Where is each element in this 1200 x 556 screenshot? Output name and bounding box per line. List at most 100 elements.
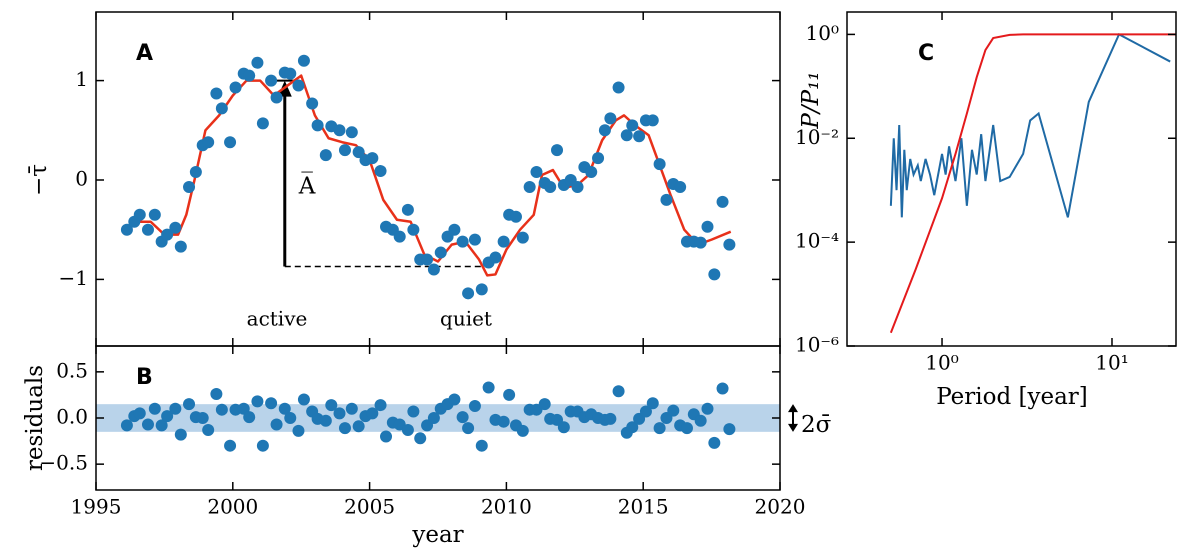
data-point [646, 397, 659, 410]
data-point [256, 117, 269, 130]
y-tick-label: 10⁻⁴ [795, 229, 839, 253]
data-point [421, 253, 434, 266]
data-point [284, 412, 297, 424]
data-point [169, 221, 182, 234]
data-point [407, 405, 420, 418]
data-point [633, 130, 646, 143]
data-point [210, 87, 223, 100]
data-point [716, 195, 729, 208]
data-point [639, 405, 652, 418]
x-axis-label: year [411, 522, 463, 548]
data-point [401, 424, 414, 436]
data-point [393, 230, 406, 243]
data-point [523, 180, 536, 193]
x-tick-label: 2010 [481, 495, 532, 519]
data-point [571, 180, 584, 193]
data-point [256, 439, 269, 452]
data-point [612, 81, 625, 94]
data-point [292, 79, 305, 92]
data-point [215, 102, 228, 115]
data-point [489, 251, 502, 264]
data-point [374, 165, 387, 178]
data-point [380, 430, 393, 443]
data-point [374, 399, 387, 412]
data-point [292, 424, 305, 437]
data-point [694, 414, 707, 427]
y-axis-label: residuals [22, 365, 48, 471]
data-point [251, 56, 264, 69]
data-point [169, 402, 182, 415]
panel-letter: A [136, 41, 153, 66]
data-point [338, 422, 351, 435]
data-point [352, 146, 365, 159]
data-point [345, 126, 358, 139]
data-point [482, 381, 495, 394]
data-point [509, 210, 522, 223]
data-point [653, 422, 666, 435]
data-point [215, 403, 228, 416]
annotation: active [247, 307, 308, 331]
data-point [174, 428, 187, 441]
data-point [497, 415, 510, 428]
data-point [141, 223, 154, 236]
data-point [319, 149, 332, 162]
data-point [366, 407, 379, 420]
data-point [462, 422, 475, 435]
data-point [202, 136, 215, 149]
data-point [468, 400, 481, 412]
x-tick-label: 1995 [71, 495, 122, 519]
y-tick-label: 0.0 [56, 405, 88, 429]
data-point [716, 382, 729, 395]
data-point [333, 407, 346, 420]
annotation: quiet [440, 307, 492, 331]
data-point [155, 419, 168, 432]
data-point [626, 421, 639, 434]
data-point [133, 407, 146, 420]
data-point [345, 402, 358, 415]
y-tick-label: −0.5 [39, 451, 88, 475]
data-point [161, 228, 174, 241]
axes-frame [95, 11, 781, 347]
sigma-label: 2σ̄ [801, 412, 832, 438]
data-point [183, 180, 196, 193]
y-tick-label: 10⁻⁶ [795, 333, 839, 357]
data-point [148, 402, 161, 415]
data-point [530, 166, 543, 179]
data-point [680, 422, 693, 435]
plot-area [96, 381, 780, 452]
y-axis-label: P/P₁₁ [798, 71, 824, 129]
data-point [462, 287, 475, 300]
data-point [723, 238, 736, 251]
x-tick-label: 2005 [344, 495, 395, 519]
data-point [604, 112, 617, 125]
data-point [538, 398, 551, 411]
data-point [708, 268, 721, 281]
data-point [475, 439, 488, 452]
data-point [196, 412, 209, 424]
x-tick-label: 2015 [618, 495, 669, 519]
data-point [551, 144, 564, 157]
data-point [427, 412, 440, 424]
x-axis-label: Period [year] [936, 384, 1088, 410]
data-point [497, 235, 510, 248]
data-point [516, 231, 529, 244]
data-point [612, 385, 625, 398]
data-point [585, 166, 598, 179]
data-point [448, 223, 461, 236]
data-point [544, 180, 557, 193]
data-point [325, 399, 338, 412]
y-tick-label: 10⁰ [806, 21, 839, 45]
data-point [270, 418, 283, 431]
data-point [674, 180, 687, 193]
data-point [202, 424, 215, 436]
data-point [456, 235, 469, 248]
data-point [598, 124, 611, 137]
data-point [448, 393, 461, 406]
data-point [333, 124, 346, 137]
y-tick-label: 1 [75, 67, 88, 91]
data-point [338, 144, 351, 157]
data-point [284, 67, 297, 80]
data-point [414, 432, 427, 445]
data-point [297, 393, 310, 406]
